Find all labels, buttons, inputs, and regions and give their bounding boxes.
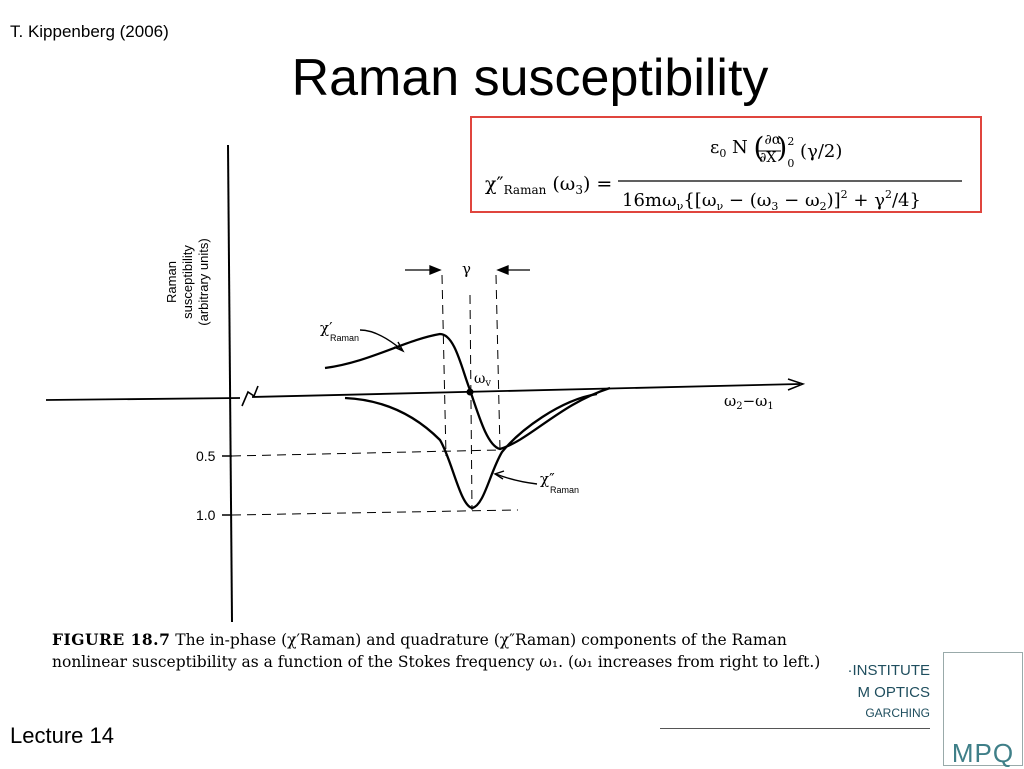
figure-caption: FIGURE 18.7 The in-phase (χ′Raman) and q… [52,629,822,673]
gamma-label: γ [462,260,471,278]
caption-figure-label: FIGURE 18.7 [52,630,171,649]
chi-double-prime-sub: Raman [550,485,579,495]
y-label-line3: (arbitrary units) [196,238,211,325]
chi-prime-pointer [359,329,403,351]
x-axis-right [251,383,801,398]
tick-label-0-5: 0.5 [196,448,216,464]
footer-divider [660,728,930,729]
formula-box [470,116,982,213]
formula-numerator: ε0 N (∂α ∂X)2 0 (γ/2) [710,131,842,170]
resonance-point [466,388,474,396]
caption-text: The in-phase (χ′Raman) and quadrature (χ… [52,631,821,671]
chi-double-prime-pointer [495,473,538,485]
chi-double-prime-label: χ″ [540,470,555,488]
logo-text: MPQ [951,738,1015,768]
formula-lhs: χ″Raman (ω3) = [485,173,612,197]
guide-lines [231,274,519,516]
chi-prime-sub: Raman [330,333,359,343]
chi-prime-label: χ′ [320,319,333,337]
y-axis [227,144,233,623]
omega-v-label: ωv [474,371,491,389]
mpq-logo: MPQ [943,652,1023,768]
institute-line3: GARCHING [865,706,930,720]
y-axis-label: Raman susceptibility (arbitrary units) [164,238,211,325]
formula-denominator: 16mων{[ων − (ω3 − ω2)]2 + γ2/4} [622,188,921,213]
chi-double-prime-curve [344,392,598,510]
institute-line2: M OPTICS [857,684,930,701]
x-axis-arrow [787,378,806,391]
formula: χ″Raman (ω3) = ε0 N (∂α ∂X)2 0 (γ/2) 16mων… [485,131,962,213]
tick-label-1-0: 1.0 [196,507,216,523]
lecture-label: Lecture 14 [10,723,114,748]
y-label-line2: susceptibility [180,245,195,319]
institute-line1: ·INSTITUTE [847,662,931,679]
slide-title: Raman susceptibility [291,49,769,107]
author-credit: T. Kippenberg (2006) [10,22,169,41]
x-axis-left [45,397,241,401]
y-label-line1: Raman [164,261,179,303]
axis-break-mark [241,385,259,407]
gamma-width-marker [405,265,530,275]
x-axis-label: ω2−ω1 [724,392,774,412]
